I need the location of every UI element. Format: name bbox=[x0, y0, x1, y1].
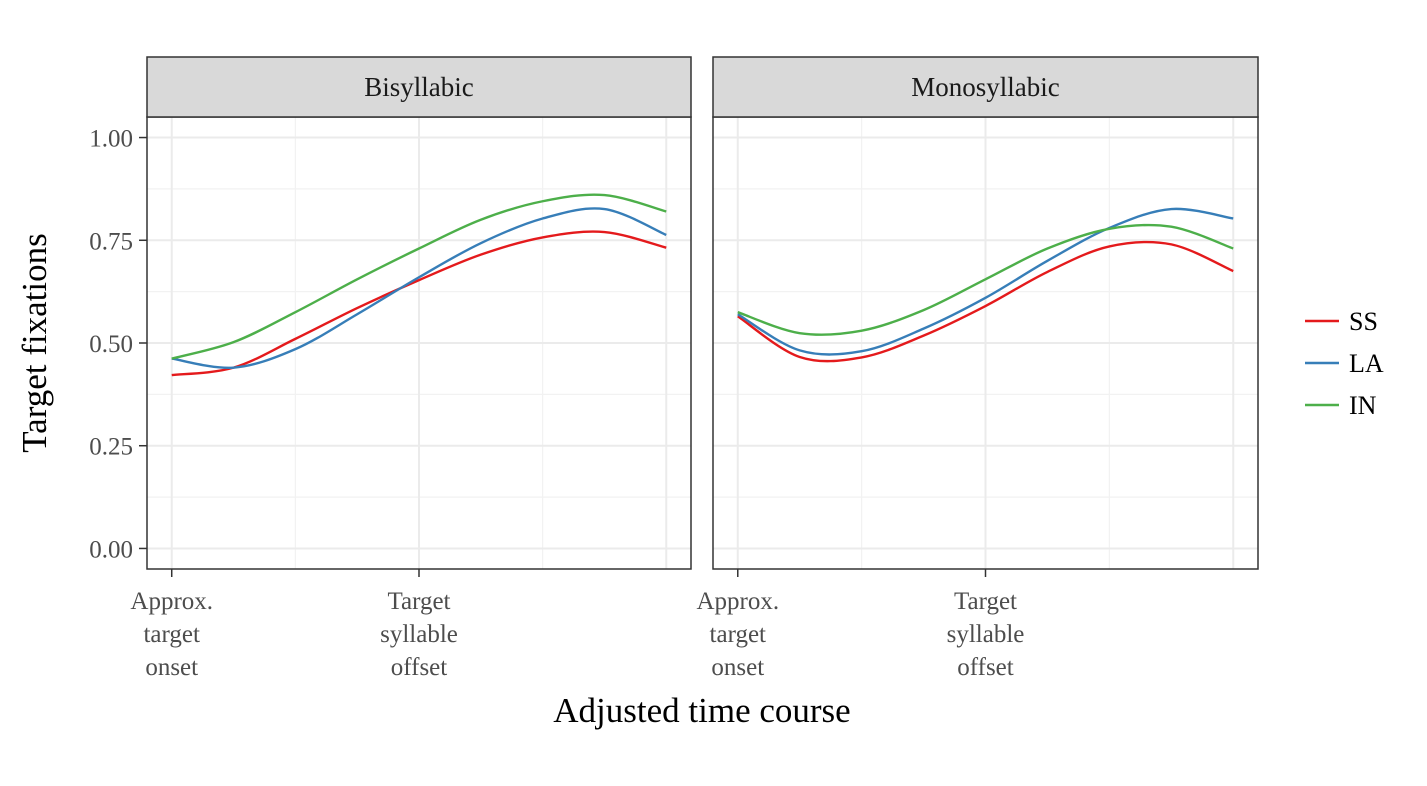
legend-item-la: LA bbox=[1305, 349, 1384, 378]
x-tick-label: Target syllable offset bbox=[947, 588, 1025, 681]
y-tick-label: 1.00 bbox=[89, 126, 133, 153]
strip-label: Bisyllabic bbox=[364, 72, 474, 102]
panel-bisyllabic: Bisyllabic 0.00 0.25 0.50 0.75 1.00 Approx. tar… bbox=[89, 56, 692, 681]
y-axis-title: Target fixations bbox=[15, 233, 54, 453]
x-tick-label: Target syllable offset bbox=[380, 588, 458, 681]
y-tick-label: 0.50 bbox=[89, 331, 133, 358]
legend-label-ss: SS bbox=[1349, 307, 1378, 336]
series-line-ss bbox=[737, 240, 1234, 363]
panel-monosyllabic: Monosyllabic Approx. target onset Target syll… bbox=[696, 56, 1259, 681]
series-line-ss bbox=[171, 230, 667, 377]
x-tick-label: Approx. target onset bbox=[130, 588, 213, 681]
series-line-la bbox=[737, 207, 1234, 356]
y-tick-label: 0.00 bbox=[89, 536, 133, 563]
legend-item-ss: SS bbox=[1305, 307, 1378, 336]
x-axis-title: Adjusted time course bbox=[553, 691, 850, 730]
x-tick-label: Approx. target onset bbox=[696, 588, 779, 681]
strip-label: Monosyllabic bbox=[911, 72, 1060, 102]
series-line-in bbox=[171, 193, 667, 360]
series-line-in bbox=[737, 223, 1234, 336]
legend-label-in: IN bbox=[1349, 391, 1377, 420]
y-tick-label: 0.25 bbox=[89, 434, 133, 461]
legend: SS LA IN bbox=[1305, 307, 1384, 420]
legend-label-la: LA bbox=[1349, 349, 1384, 378]
strip-background bbox=[712, 56, 1259, 118]
y-tick-label: 0.75 bbox=[89, 228, 133, 255]
series-line-la bbox=[171, 207, 667, 369]
panels-layer: Bisyllabic 0.00 0.25 0.50 0.75 1.00 Approx. tar… bbox=[89, 56, 1259, 681]
strip-background bbox=[146, 56, 692, 118]
legend-item-in: IN bbox=[1305, 391, 1377, 420]
